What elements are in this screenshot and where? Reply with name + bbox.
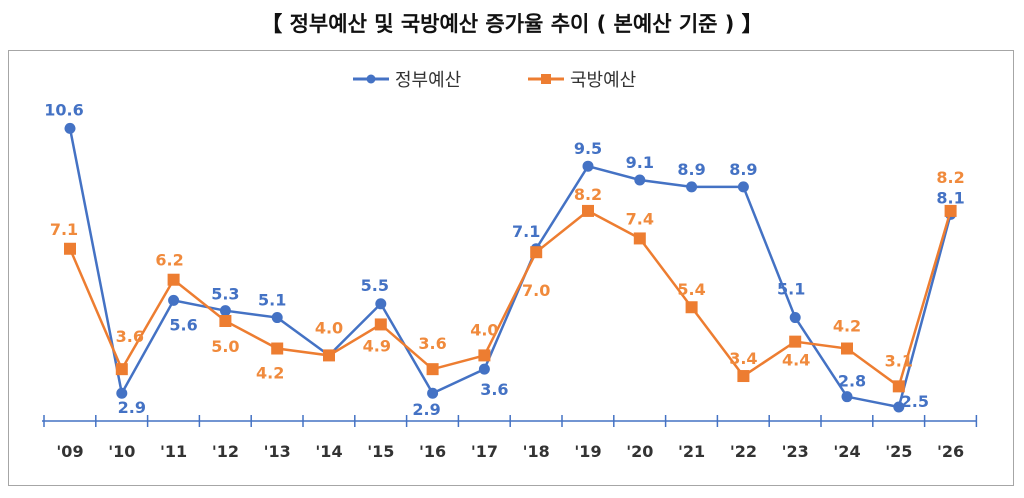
government-point (582, 160, 594, 172)
defense-data-label: 8.2 (574, 185, 602, 204)
defense-data-label: 4.9 (363, 336, 391, 355)
government-data-label: 10.6 (44, 100, 83, 119)
defense-point (478, 349, 491, 362)
government-data-label: 2.8 (838, 372, 866, 391)
defense-point (115, 363, 128, 376)
defense-data-label: 7.1 (50, 220, 78, 239)
x-tick-label: '14 (315, 442, 342, 461)
government-point (841, 391, 853, 403)
government-point (686, 181, 698, 193)
x-tick-label: '25 (885, 442, 912, 461)
government-point (789, 312, 801, 324)
defense-data-label: 3.6 (116, 327, 144, 346)
government-data-label: 5.5 (361, 276, 389, 295)
government-point (427, 387, 439, 399)
government-data-label: 8.9 (729, 160, 757, 179)
x-tick-label: '18 (523, 442, 550, 461)
defense-data-label: 3.1 (885, 351, 913, 370)
x-tick-label: '17 (471, 442, 498, 461)
defense-data-label: 3.4 (729, 349, 757, 368)
defense-point (892, 380, 905, 393)
government-point (737, 181, 749, 193)
defense-data-label: 8.2 (936, 168, 964, 187)
defense-data-label: 5.4 (677, 280, 705, 299)
defense-point (167, 273, 180, 286)
government-point (375, 298, 387, 310)
government-point (219, 305, 231, 317)
government-data-label: 5.6 (169, 315, 197, 334)
defense-point (582, 204, 594, 217)
government-point (634, 174, 646, 186)
defense-point (789, 335, 802, 348)
series-line-government (68, 128, 952, 409)
government-point (168, 294, 180, 306)
government-data-label: 9.1 (626, 153, 654, 172)
legend-label: 국방예산 (570, 70, 636, 91)
chart-frame (8, 50, 1014, 486)
defense-point (323, 349, 335, 362)
defense-point (530, 246, 543, 259)
defense-data-label: 7.0 (522, 281, 550, 300)
defense-data-label: 4.0 (470, 320, 498, 339)
defense-point (633, 232, 646, 245)
government-data-label: 5.1 (777, 280, 805, 299)
government-data-label: 2.9 (412, 400, 440, 419)
government-data-label: 2.5 (901, 392, 929, 411)
defense-point (271, 342, 284, 355)
x-tick-label: '23 (782, 442, 809, 461)
x-tick-label: '12 (212, 442, 239, 461)
government-data-label: 7.1 (512, 222, 540, 241)
x-tick-label: '20 (626, 442, 653, 461)
defense-data-label: 7.4 (626, 209, 654, 228)
government-point (271, 312, 283, 324)
defense-point (737, 370, 750, 383)
legend-label: 정부예산 (395, 70, 461, 91)
defense-point (374, 318, 387, 331)
government-point (893, 401, 905, 413)
defense-data-label: 3.6 (418, 334, 446, 353)
x-tick-label: '22 (730, 442, 757, 461)
defense-data-label: 4.2 (256, 364, 284, 383)
x-tick-label: '24 (833, 442, 860, 461)
government-data-label: 9.5 (574, 139, 602, 158)
government-point (116, 387, 128, 399)
defense-point (426, 363, 439, 376)
legend-circle-marker (366, 74, 376, 84)
defense-data-label: 6.2 (155, 251, 183, 270)
defense-data-label: 5.0 (211, 337, 239, 356)
x-tick-label: '21 (678, 442, 705, 461)
defense-data-label: 4.0 (315, 318, 343, 337)
defense-point (944, 204, 957, 217)
government-data-label: 5.3 (211, 285, 239, 304)
series-line-defense (68, 209, 952, 389)
x-tick-label: '19 (574, 442, 601, 461)
government-point (64, 122, 76, 134)
x-tick-label: '15 (367, 442, 394, 461)
defense-point (841, 342, 853, 355)
chart-title: 【 정부예산 및 국방예산 증가율 추이 ( 본예산 기준 ) 】 (261, 12, 763, 36)
x-tick-label: '13 (264, 442, 291, 461)
legend-square-marker (541, 74, 551, 84)
government-data-label: 2.9 (118, 398, 146, 417)
government-data-label: 8.1 (936, 188, 964, 207)
government-point (478, 363, 490, 375)
defense-point (685, 301, 698, 314)
defense-point (219, 315, 232, 327)
x-tick-label: '16 (419, 442, 446, 461)
x-tick-label: '10 (108, 442, 135, 461)
x-tick-label: '11 (160, 442, 187, 461)
government-data-label: 5.1 (258, 291, 286, 310)
government-data-label: 8.9 (677, 160, 705, 179)
x-tick-label: '26 (937, 442, 964, 461)
defense-point (64, 242, 76, 255)
x-tick-label: '09 (56, 442, 83, 461)
defense-data-label: 4.4 (782, 351, 810, 370)
defense-data-label: 4.2 (833, 317, 861, 336)
government-data-label: 3.6 (480, 380, 508, 399)
